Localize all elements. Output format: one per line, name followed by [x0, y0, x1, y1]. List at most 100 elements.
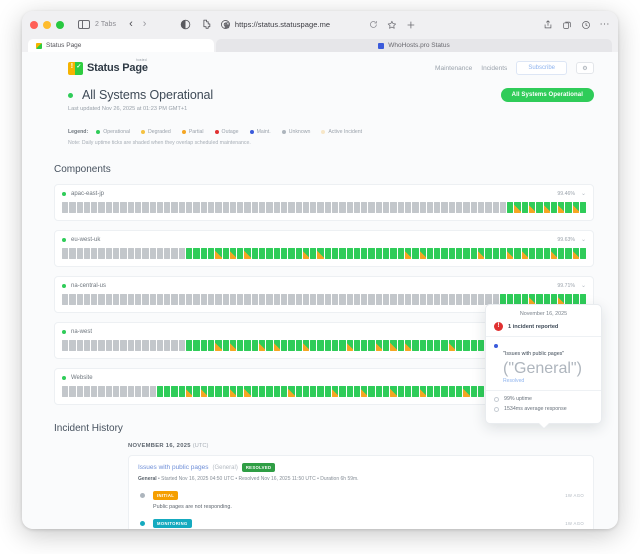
- uptime-tick[interactable]: [280, 386, 288, 397]
- uptime-tick[interactable]: [76, 202, 83, 213]
- minimize-window-button[interactable]: [43, 20, 51, 29]
- uptime-tick[interactable]: [346, 340, 353, 351]
- nav-link-incidents[interactable]: Incidents: [481, 64, 508, 72]
- uptime-tick[interactable]: [98, 202, 105, 213]
- uptime-tick[interactable]: [492, 202, 499, 213]
- uptime-tick[interactable]: [237, 294, 244, 305]
- uptime-tick[interactable]: [463, 340, 470, 351]
- uptime-tick[interactable]: [134, 340, 142, 351]
- uptime-tick[interactable]: [434, 202, 441, 213]
- uptime-tick[interactable]: [83, 340, 91, 351]
- uptime-tick[interactable]: [390, 386, 397, 397]
- uptime-tick[interactable]: [193, 294, 200, 305]
- uptime-tick[interactable]: [310, 340, 317, 351]
- uptime-tick[interactable]: [215, 248, 222, 259]
- uptime-tick[interactable]: [390, 248, 397, 259]
- uptime-tick[interactable]: [346, 202, 353, 213]
- uptime-tick[interactable]: [222, 294, 229, 305]
- uptime-tick[interactable]: [207, 386, 215, 397]
- uptime-tick[interactable]: [302, 340, 310, 351]
- uptime-tick[interactable]: [477, 202, 485, 213]
- component-card[interactable]: na-central-us 99.71% ⌄: [54, 276, 594, 313]
- uptime-tick[interactable]: [76, 340, 83, 351]
- uptime-tick[interactable]: [200, 248, 207, 259]
- uptime-tick[interactable]: [222, 386, 229, 397]
- uptime-tick[interactable]: [536, 202, 543, 213]
- uptime-tick[interactable]: [280, 248, 288, 259]
- uptime-tick[interactable]: [375, 202, 383, 213]
- uptime-tick[interactable]: [507, 202, 514, 213]
- uptime-tick[interactable]: [134, 202, 142, 213]
- uptime-tick[interactable]: [434, 248, 441, 259]
- uptime-tick[interactable]: [142, 294, 149, 305]
- uptime-tick[interactable]: [178, 386, 186, 397]
- uptime-tick[interactable]: [499, 248, 507, 259]
- uptime-tick[interactable]: [441, 340, 448, 351]
- uptime-tick[interactable]: [426, 386, 434, 397]
- uptime-tick[interactable]: [127, 294, 134, 305]
- uptime-tick[interactable]: [288, 340, 295, 351]
- uptime-tick[interactable]: [492, 294, 499, 305]
- uptime-tick[interactable]: [550, 202, 558, 213]
- uptime-tick[interactable]: [580, 202, 587, 213]
- uptime-tick[interactable]: [244, 202, 251, 213]
- uptime-tick[interactable]: [193, 386, 200, 397]
- uptime-tick[interactable]: [353, 340, 361, 351]
- uptime-tick[interactable]: [536, 248, 543, 259]
- uptime-tick[interactable]: [229, 202, 237, 213]
- uptime-tick[interactable]: [346, 386, 353, 397]
- tab-status-page[interactable]: Status Page: [28, 39, 214, 52]
- uptime-tick[interactable]: [69, 294, 76, 305]
- uptime-tick[interactable]: [229, 294, 237, 305]
- uptime-tick[interactable]: [368, 202, 375, 213]
- uptime-tick[interactable]: [434, 386, 441, 397]
- uptime-tick[interactable]: [397, 202, 404, 213]
- uptime-tick[interactable]: [120, 386, 127, 397]
- uptime-tick[interactable]: [310, 248, 317, 259]
- uptime-tick[interactable]: [164, 294, 171, 305]
- uptime-tick[interactable]: [244, 340, 251, 351]
- uptime-tick[interactable]: [565, 202, 572, 213]
- uptime-tick[interactable]: [134, 386, 142, 397]
- uptime-tick[interactable]: [105, 386, 113, 397]
- uptime-tick[interactable]: [412, 248, 419, 259]
- uptime-tick[interactable]: [215, 294, 222, 305]
- uptime-tick[interactable]: [470, 294, 477, 305]
- uptime-tick[interactable]: [83, 386, 91, 397]
- uptime-tick[interactable]: [448, 386, 456, 397]
- uptime-tick[interactable]: [83, 294, 91, 305]
- component-card[interactable]: apac-east-jp 99.46% ⌄: [54, 184, 594, 221]
- uptime-tick[interactable]: [113, 386, 120, 397]
- nav-link-maintenance[interactable]: Maintenance: [435, 64, 473, 72]
- uptime-tick[interactable]: [222, 202, 229, 213]
- uptime-tick[interactable]: [419, 340, 426, 351]
- uptime-tick[interactable]: [91, 386, 98, 397]
- uptime-tick[interactable]: [127, 248, 134, 259]
- uptime-tick[interactable]: [448, 294, 456, 305]
- uptime-tick[interactable]: [237, 386, 244, 397]
- uptime-tick[interactable]: [244, 386, 251, 397]
- uptime-tick[interactable]: [448, 202, 456, 213]
- uptime-tick[interactable]: [456, 386, 463, 397]
- uptime-tick[interactable]: [288, 386, 295, 397]
- sidebar-icon[interactable]: [75, 17, 92, 32]
- uptime-tick[interactable]: [353, 248, 361, 259]
- uptime-tick[interactable]: [62, 248, 69, 259]
- uptime-tick[interactable]: [302, 202, 310, 213]
- uptime-tick[interactable]: [572, 248, 580, 259]
- uptime-tick[interactable]: [149, 340, 156, 351]
- uptime-tick[interactable]: [120, 294, 127, 305]
- uptime-tick[interactable]: [237, 202, 244, 213]
- duplicate-tabs-icon[interactable]: [562, 20, 572, 30]
- uptime-tick[interactable]: [91, 340, 98, 351]
- uptime-tick[interactable]: [331, 202, 339, 213]
- uptime-tick[interactable]: [105, 202, 113, 213]
- uptime-tick[interactable]: [441, 202, 448, 213]
- uptime-tick[interactable]: [324, 202, 331, 213]
- uptime-tick[interactable]: [215, 386, 222, 397]
- uptime-tick[interactable]: [273, 294, 280, 305]
- uptime-tick[interactable]: [397, 386, 404, 397]
- uptime-tick[interactable]: [361, 294, 368, 305]
- uptime-tick[interactable]: [529, 248, 536, 259]
- uptime-tick[interactable]: [536, 294, 543, 305]
